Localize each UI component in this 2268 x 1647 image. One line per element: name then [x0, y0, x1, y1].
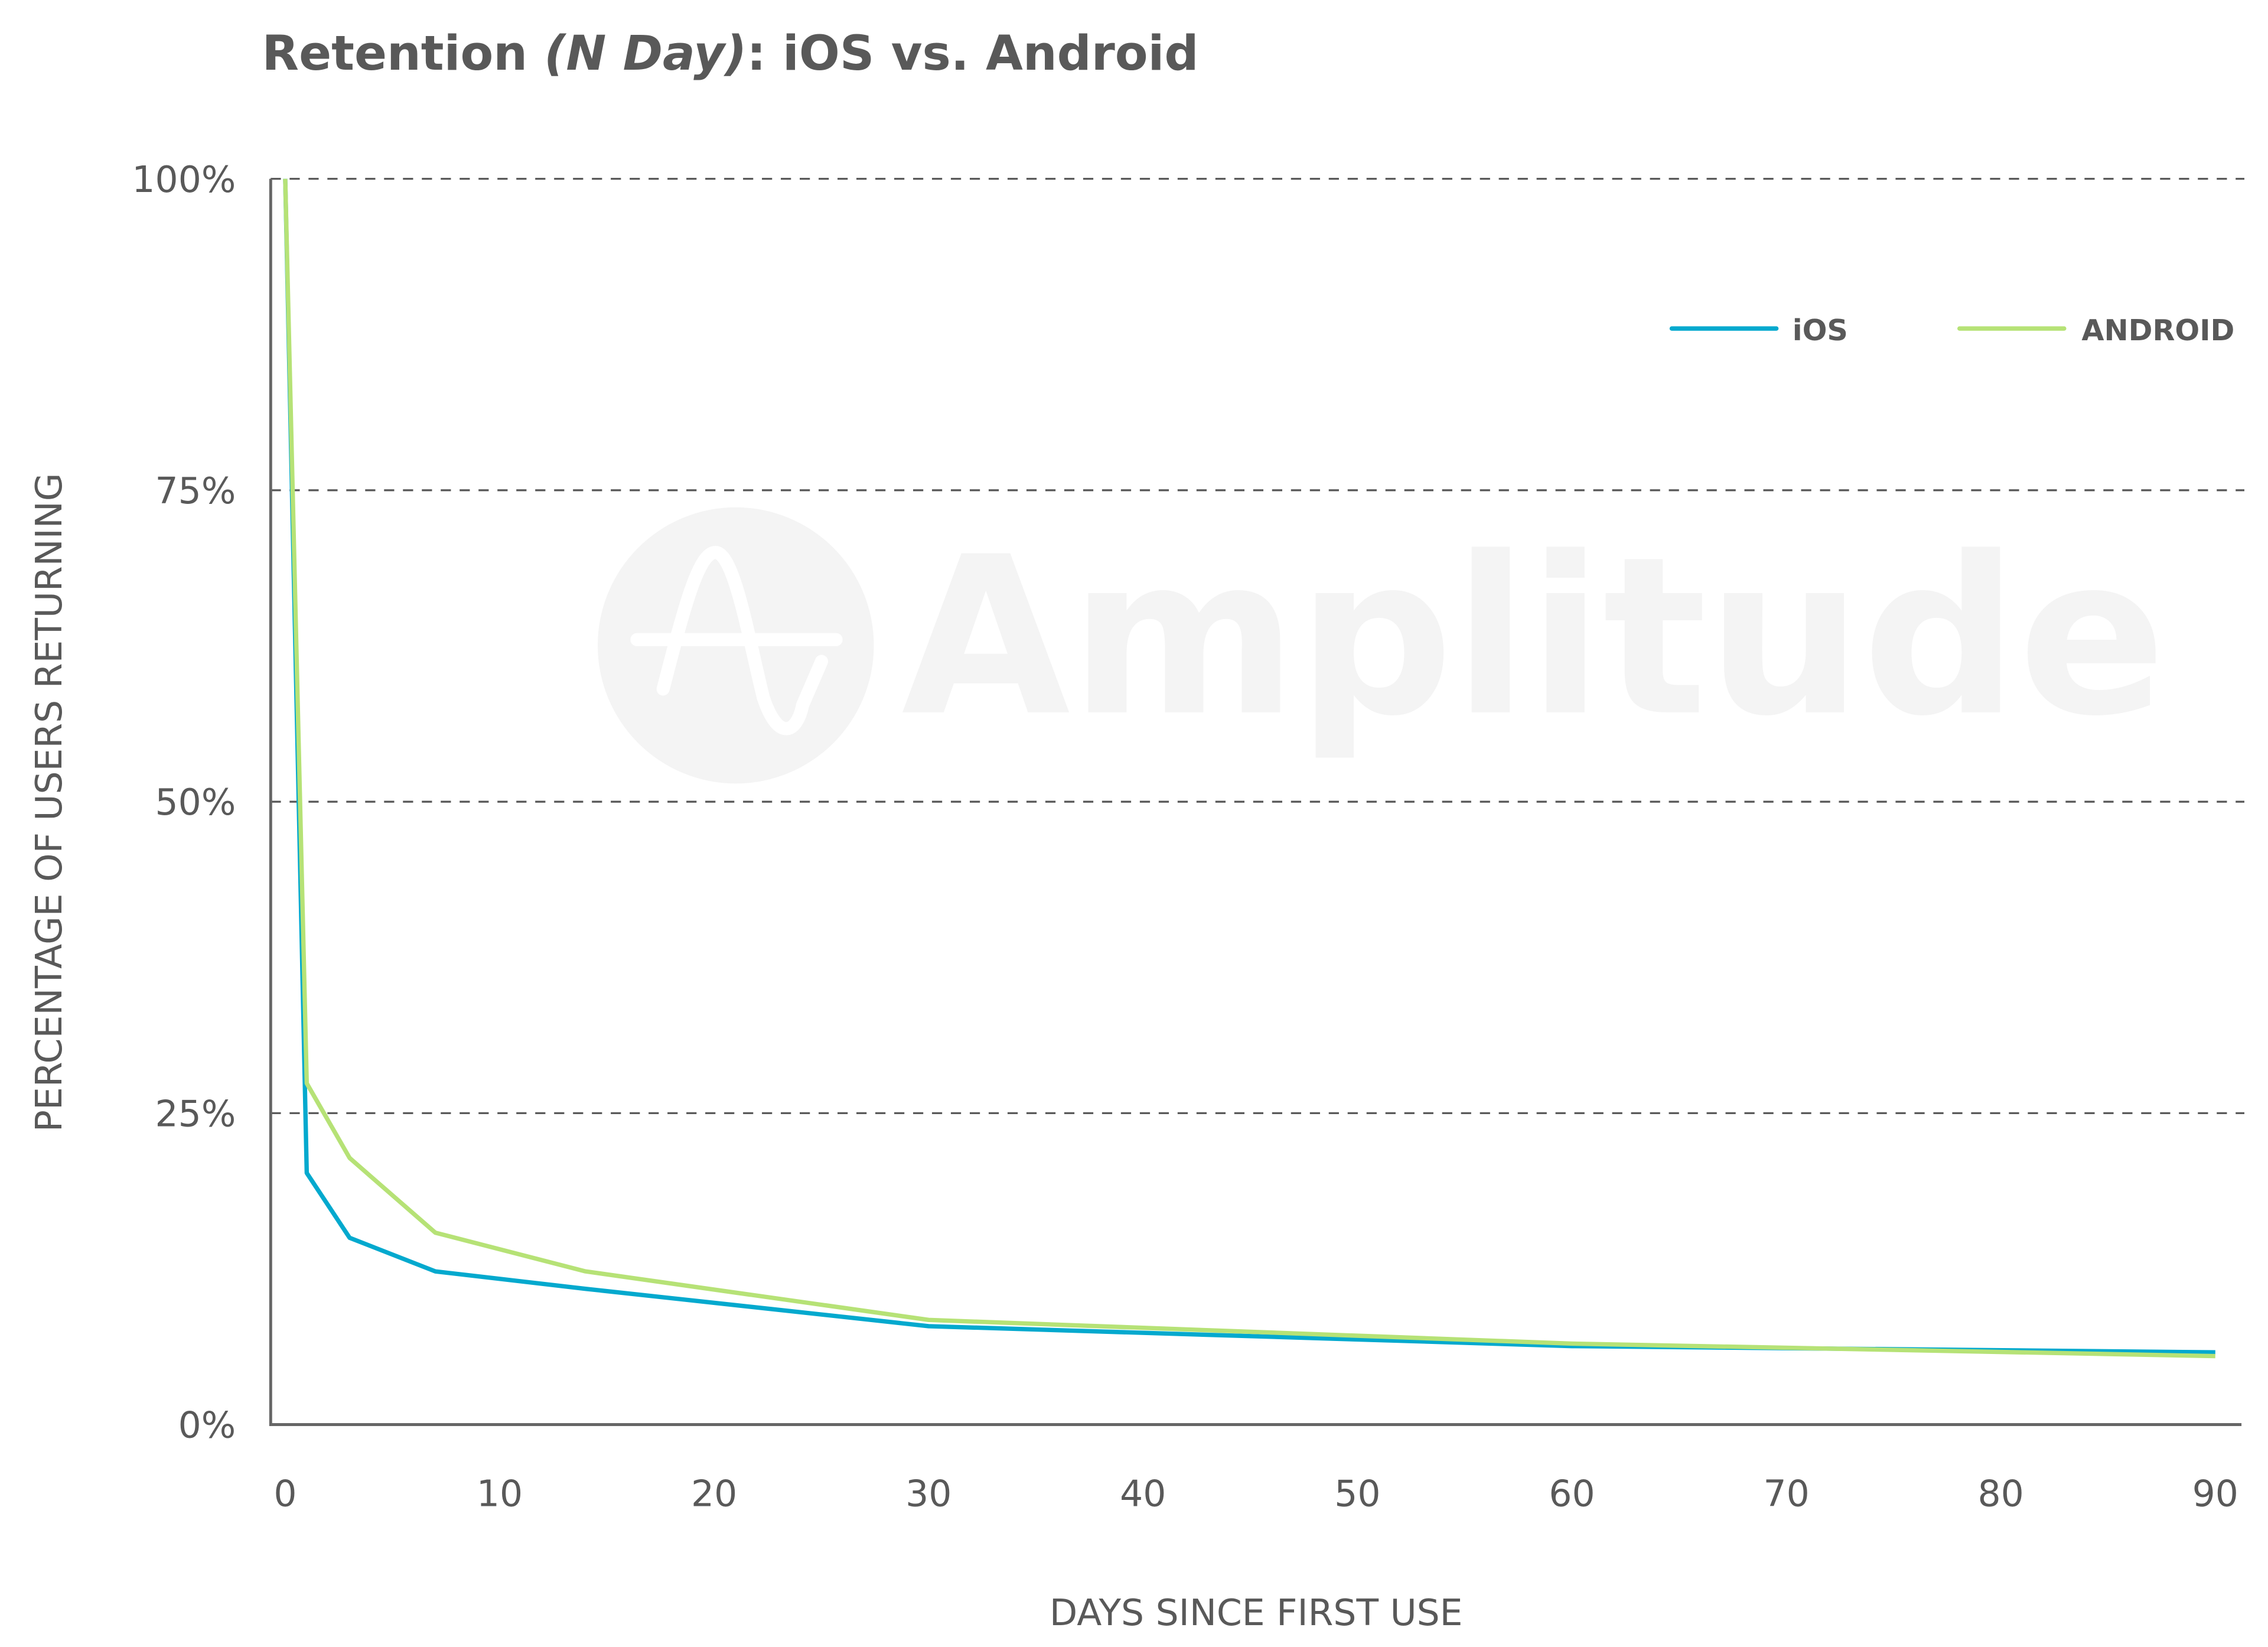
y-tick-label: 0%: [178, 1404, 236, 1447]
x-axis-label: DAYS SINCE FIRST USE: [1050, 1591, 1463, 1634]
gridlines: [271, 178, 2244, 1114]
x-tick-label: 90: [2192, 1472, 2238, 1515]
title-part-1: Retention: [262, 26, 545, 82]
y-tick-label: 50%: [155, 781, 236, 823]
x-tick-label: 10: [477, 1472, 523, 1515]
series-line-ios: [283, 178, 2215, 1355]
x-tick-label: 50: [1334, 1472, 1380, 1515]
legend: iOS ANDROID: [1669, 313, 2234, 347]
y-tick-label: 75%: [155, 470, 236, 512]
chart-title: Retention (N Day): iOS vs. Android: [262, 26, 1199, 82]
legend-label-android: ANDROID: [2081, 313, 2234, 347]
series-lines: [283, 178, 2215, 1359]
x-tick-label: 70: [1763, 1472, 1809, 1515]
watermark-text: Amplitude: [901, 510, 2166, 764]
series-line-android: [283, 178, 2215, 1359]
y-tick-label: 100%: [132, 158, 236, 201]
x-tick-label: 80: [1978, 1472, 2024, 1515]
title-part-3: : iOS vs. Android: [747, 26, 1198, 82]
amplitude-logo-icon: [630, 546, 843, 735]
y-tick-label: 25%: [155, 1092, 236, 1135]
x-tick-label: 20: [691, 1472, 737, 1515]
legend-label-ios: iOS: [1793, 313, 1848, 347]
x-tick-label: 0: [273, 1472, 296, 1515]
amplitude-watermark: Amplitude: [597, 507, 2166, 784]
x-tick-label: 60: [1549, 1472, 1595, 1515]
x-tick-label: 40: [1120, 1472, 1166, 1515]
y-axis-label: PERCENTAGE OF USERS RETURNING: [28, 473, 70, 1132]
y-tick-labels: 0% 25% 50% 75% 100%: [132, 158, 236, 1447]
x-tick-label: 30: [905, 1472, 951, 1515]
x-tick-labels: 0 10 20 30 40 50 60 70 80 90: [273, 1472, 2238, 1515]
title-part-2: (N Day): [544, 26, 747, 82]
